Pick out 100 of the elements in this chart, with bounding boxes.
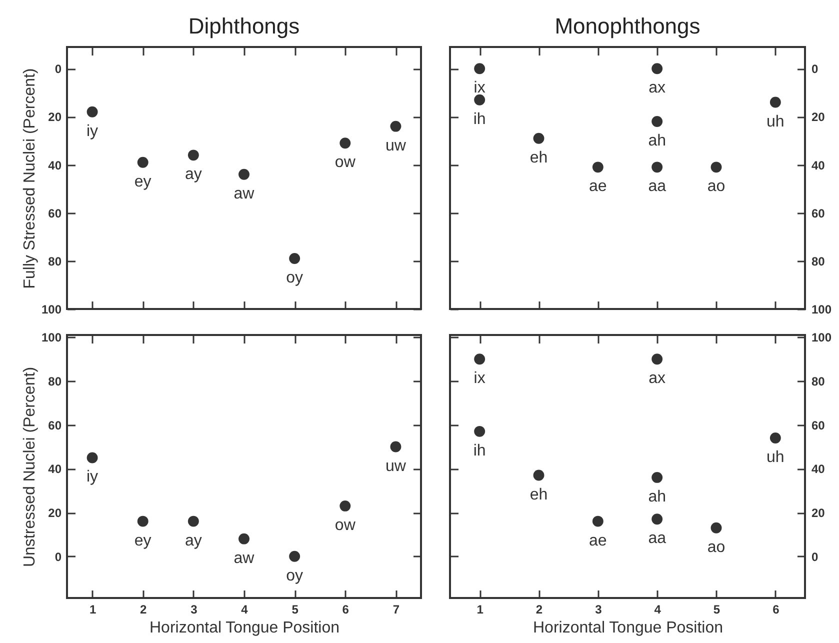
y-tick-label: 0 (54, 550, 62, 564)
chart-title: Monophthongs (554, 13, 700, 38)
y-tick-label: 100 (812, 330, 832, 345)
y-tick-label: 60 (812, 206, 826, 220)
y-tick-label: 20 (48, 110, 62, 124)
annotation: aw (234, 185, 255, 202)
x-tick-label: 2 (536, 602, 543, 616)
y-tick-label: 0 (812, 550, 818, 564)
y-tick-label: 100 (41, 302, 62, 316)
annotation: ao (707, 538, 726, 556)
y-tick-label: 100 (41, 330, 62, 345)
point (137, 156, 148, 168)
point (289, 550, 300, 562)
annotation: ey (134, 173, 152, 190)
annotation: ix (474, 370, 486, 388)
annotation: ey (134, 532, 152, 550)
point (652, 116, 663, 127)
point (592, 516, 604, 527)
y-tick-label: 60 (812, 418, 826, 432)
y-tick-label: 100 (812, 302, 832, 316)
annotation: iy (86, 122, 98, 140)
point (652, 514, 663, 525)
point (137, 516, 148, 527)
x-axis-title: Horizontal Tongue Position (149, 620, 340, 636)
point (86, 452, 98, 464)
x-tick-label: 1 (476, 602, 484, 616)
point (188, 516, 199, 527)
y-tick-label: 60 (48, 206, 62, 220)
annotation: eh (530, 486, 548, 504)
x-tick-label: 4 (241, 602, 248, 616)
x-tick-label: 3 (595, 602, 602, 616)
x-tick-label: 2 (140, 602, 148, 616)
point (390, 120, 402, 132)
point (289, 253, 300, 264)
x-tick-label: 5 (292, 602, 299, 616)
chart-title: Diphthongs (188, 13, 300, 38)
x-axis-title: Horizontal Tongue Position (532, 620, 724, 636)
annotation: ah (648, 488, 666, 506)
point (533, 470, 544, 481)
annotation: ih (473, 442, 486, 460)
point (533, 132, 544, 144)
y-tick-label: 40 (48, 158, 62, 172)
annotation: ay (184, 532, 202, 550)
annotation: ae (589, 178, 607, 196)
y-tick-label: 20 (812, 506, 826, 520)
y-tick-label: 40 (48, 462, 62, 476)
annotation: eh (530, 149, 548, 166)
point (340, 138, 351, 149)
point (652, 472, 663, 483)
x-tick-label: 1 (89, 602, 96, 616)
y-tick-label: 0 (54, 62, 62, 76)
point (592, 162, 604, 173)
point (474, 94, 486, 106)
point (238, 533, 250, 544)
annotation: ae (589, 532, 607, 550)
point (474, 63, 486, 74)
y-axis-title: Fully Stressed Nuclei (Percent) (21, 68, 38, 289)
y-tick-label: 80 (812, 374, 826, 389)
annotation: oy (286, 567, 304, 584)
y-tick-label: 80 (48, 254, 62, 268)
annotation: ix (474, 80, 486, 97)
point (710, 522, 722, 534)
point (474, 426, 486, 437)
point (770, 96, 781, 108)
x-tick-label: 4 (654, 602, 662, 616)
y-tick-label: 20 (48, 506, 62, 520)
x-tick-label: 5 (713, 602, 720, 616)
annotation: ow (334, 154, 356, 172)
x-tick-label: 6 (342, 602, 350, 616)
point (238, 168, 250, 180)
point (340, 500, 351, 512)
point (652, 354, 663, 365)
y-tick-label: 80 (812, 254, 826, 268)
annotation: uh (766, 449, 784, 466)
annotation: ow (334, 516, 356, 534)
y-axis-title: Unstressed Nuclei (Percent) (21, 366, 38, 568)
point (710, 162, 722, 173)
point (188, 150, 199, 161)
point (652, 162, 663, 173)
annotation: ay (184, 166, 202, 184)
point (652, 63, 663, 74)
annotation: ih (473, 110, 486, 128)
annotation: ao (707, 178, 726, 196)
annotation: ax (648, 80, 666, 97)
annotation: ax (648, 370, 666, 388)
point (770, 432, 781, 444)
y-tick-label: 40 (812, 462, 826, 476)
point (474, 354, 486, 365)
annotation: aw (234, 550, 255, 567)
point (86, 106, 98, 118)
y-tick-label: 60 (48, 418, 62, 432)
annotation: oy (286, 270, 304, 287)
annotation: uw (385, 137, 406, 154)
y-tick-label: 80 (48, 374, 62, 389)
annotation: aa (648, 530, 666, 548)
annotation: iy (86, 468, 98, 486)
x-tick-label: 3 (190, 602, 198, 616)
point (390, 441, 402, 452)
x-tick-label: 6 (772, 602, 780, 616)
annotation: aa (648, 178, 666, 196)
